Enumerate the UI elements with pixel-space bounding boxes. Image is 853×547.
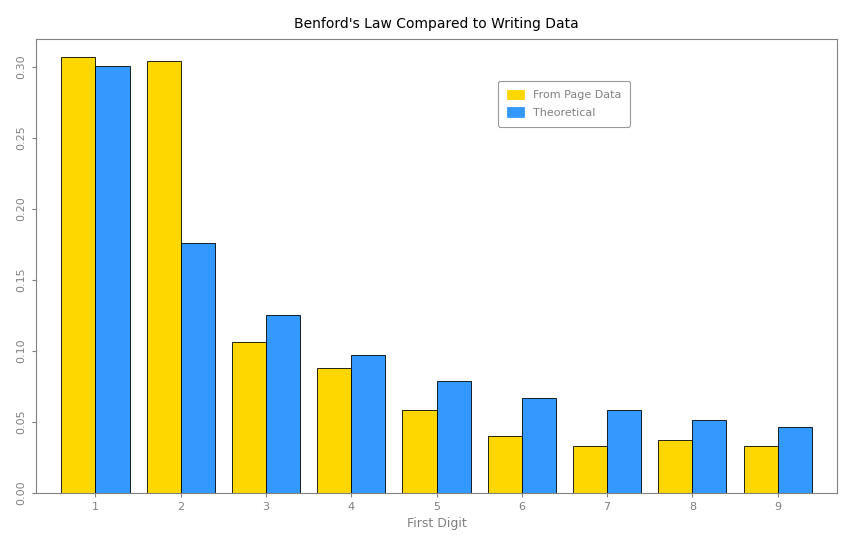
Bar xyxy=(658,440,692,493)
Bar xyxy=(487,436,521,493)
Bar xyxy=(351,355,385,493)
Bar xyxy=(231,342,265,493)
Bar xyxy=(606,410,641,493)
Bar xyxy=(436,381,470,493)
Bar xyxy=(692,421,726,493)
Legend: From Page Data, Theoretical: From Page Data, Theoretical xyxy=(497,80,630,127)
Bar xyxy=(521,398,555,493)
Bar xyxy=(777,428,811,493)
Bar xyxy=(572,446,606,493)
Bar xyxy=(402,410,436,493)
Bar xyxy=(316,368,351,493)
Bar xyxy=(181,243,215,493)
X-axis label: First Digit: First Digit xyxy=(406,517,466,531)
Bar xyxy=(61,57,96,493)
Bar xyxy=(96,66,130,493)
Title: Benford's Law Compared to Writing Data: Benford's Law Compared to Writing Data xyxy=(293,16,578,31)
Bar xyxy=(147,61,181,493)
Bar xyxy=(265,316,299,493)
Bar xyxy=(743,446,777,493)
